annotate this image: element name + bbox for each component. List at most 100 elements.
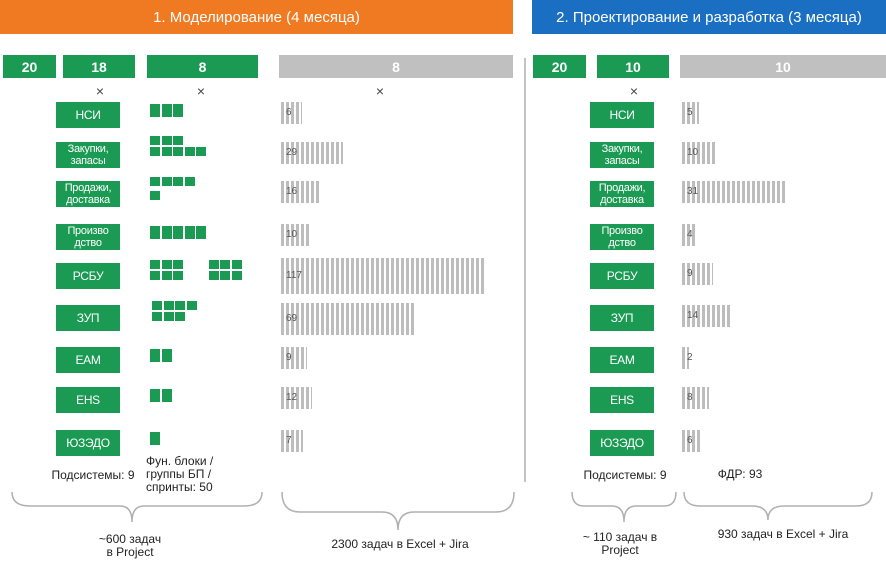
function-block-square [161,389,172,402]
function-block-square [150,226,160,239]
function-block-square [150,260,160,269]
function-block-square [173,147,183,156]
brace-phase2-excel [683,491,873,521]
function-block-square [161,271,172,280]
function-block-square [161,104,172,117]
task-bar [281,142,343,164]
phase2-title: 2. Проектирование и разработка (3 месяца… [556,8,862,26]
function-block-square [150,104,160,117]
function-block-square [161,260,172,269]
task-bar [281,224,309,246]
task-count-label: 6 [687,435,693,446]
task-bar [682,305,730,327]
function-block-square [152,301,162,310]
subsystem-label: EHS [590,387,654,413]
task-count-label: 10 [687,147,699,158]
task-count-label: 16 [286,186,298,197]
task-bar [281,430,303,452]
phase1-title: 1. Моделирование (4 месяца) [153,8,360,26]
multiply-icon: × [196,83,206,99]
multiply-icon: × [375,83,385,99]
task-count-label: 31 [687,186,699,197]
task-count-label: 10 [286,229,298,240]
phase-divider [524,58,526,482]
task-bar [281,181,319,203]
function-block-square [163,312,174,321]
function-block-square [186,301,197,310]
function-block-square [173,177,183,186]
task-count-label: 29 [286,147,298,158]
function-block-square [220,260,230,269]
brace-phase2-project [571,491,677,523]
task-count-label: 2 [687,352,693,363]
function-block-square [231,260,242,269]
function-block-square [150,191,160,200]
subsystem-label: НСИ [590,102,654,128]
multiply-icon: × [629,83,639,99]
task-bar [682,430,702,452]
subsystem-label: EAM [590,347,654,373]
task-count-label: 4 [687,229,693,240]
function-block-square [150,432,160,445]
function-block-square [175,301,185,310]
function-block-square [150,147,160,156]
subsystem-label: EHS [56,387,120,413]
phase1-count-blocks: 8 [147,55,258,78]
task-count-label: 9 [687,268,693,279]
phase2-caption-excel: 930 задач в Excel + Jira [717,527,849,541]
subsystem-label: Закупки, запасы [590,142,654,168]
phase1-caption-blocks: Фун. блоки / группы БП / спринты: 50 [146,454,214,494]
function-block-square [208,260,219,269]
subsystem-label: EAM [56,347,120,373]
function-block-square [150,136,160,145]
task-count-label: 6 [286,107,292,118]
phase1-count-total: 20 [3,55,56,78]
phase2-caption-project: ~ 110 задач в Project [582,530,658,557]
function-block-square [163,301,174,310]
task-count-label: 5 [687,107,693,118]
phase2-count-subsystems: 10 [597,55,669,78]
function-block-square [173,104,183,117]
function-block-square [150,389,160,402]
function-block-square [152,312,162,321]
task-count-label: 14 [687,310,699,321]
task-count-label: 12 [286,392,298,403]
function-block-square [173,260,183,269]
task-bar [281,258,486,294]
task-bar [682,142,716,164]
subsystem-label: Произво дство [590,224,654,250]
phase1-count-tasks: 8 [279,55,513,78]
function-block-square [173,136,183,145]
subsystem-label: Продажи, доставка [590,181,654,207]
function-block-square [161,147,172,156]
phase2-caption-fdr: ФДР: 93 [717,467,763,481]
phase1-count-subsystems: 18 [63,55,135,78]
function-block-square [175,312,185,321]
function-block-square [150,349,160,362]
task-bar [682,387,709,409]
function-block-square [196,147,206,156]
task-bar [682,263,713,285]
task-bar [682,347,689,369]
task-bar [281,347,307,369]
function-block-square [161,349,172,362]
task-bar [682,102,699,124]
function-block-square [161,177,172,186]
task-bar [281,102,302,124]
phase1-caption-excel: 2300 задач в Excel + Jira [331,537,469,551]
function-block-square [220,271,230,280]
phase2-caption-subsystems: Подсистемы: 9 [583,468,667,482]
task-bar [682,224,696,246]
subsystem-label: ЗУП [590,305,654,331]
function-block-square [184,226,195,239]
phase2-header: 2. Проектирование и разработка (3 месяца… [532,0,886,34]
subsystem-label: ЗУП [56,305,120,331]
phase2-count-total: 20 [533,55,586,78]
function-block-square [150,271,160,280]
phase1-caption-project: ~600 задач в Project [98,532,162,559]
task-count-label: 9 [286,352,292,363]
function-block-square [184,147,195,156]
subsystem-label: ЮЗЭДО [56,430,120,456]
task-bar [281,387,312,409]
